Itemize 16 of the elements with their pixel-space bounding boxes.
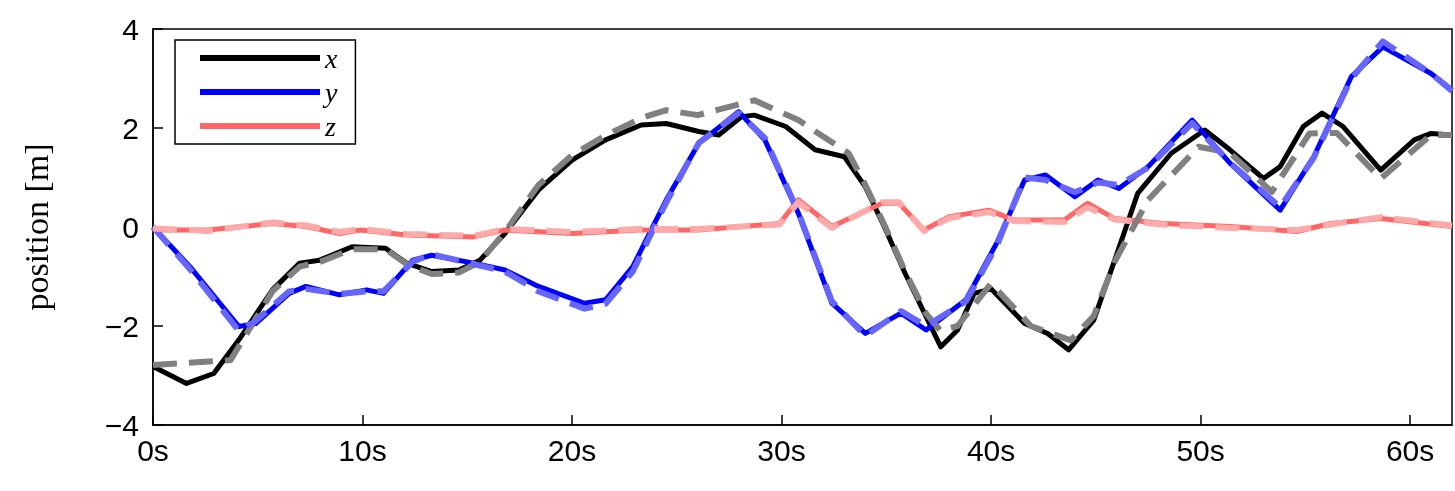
x-tick-label: 30s: [757, 433, 806, 467]
y-tick-label: 4: [122, 12, 139, 46]
x-tick-label: 50s: [1176, 433, 1225, 467]
x-tick-label: 0s: [137, 433, 169, 467]
x-tick-label: 40s: [966, 433, 1016, 467]
x-tick-label: 20s: [547, 433, 597, 467]
x-tick-label: 10s: [338, 433, 387, 467]
y-tick-label: −4: [104, 408, 139, 442]
y-axis-title: position [m]: [17, 143, 55, 311]
y-tick-label: −2: [104, 309, 139, 343]
legend-label: z: [324, 110, 336, 142]
legend-label: x: [324, 42, 338, 74]
x-tick-label: 60s: [1385, 433, 1435, 467]
y-tick-label: 0: [122, 210, 139, 244]
legend-label: y: [322, 76, 338, 108]
y-tick-label: 2: [122, 111, 139, 145]
